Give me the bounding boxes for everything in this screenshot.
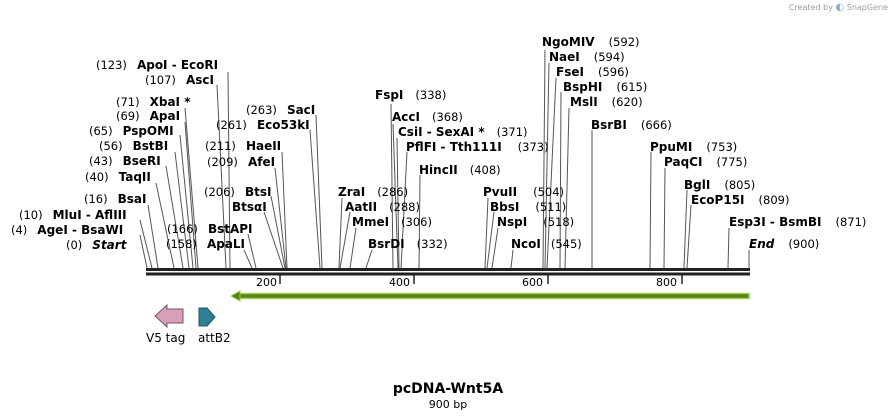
site-ppumi: PpuMI (753) xyxy=(650,140,737,154)
site-fsei: FseI (596) xyxy=(556,65,629,79)
ruler xyxy=(279,275,683,284)
site-bbsi: BbsI (511) xyxy=(490,200,566,214)
site-naei: NaeI (594) xyxy=(549,50,625,64)
site-acci: AccI (368) xyxy=(392,110,463,124)
site-ncoi: NcoI (545) xyxy=(511,237,582,251)
orf-arrow xyxy=(229,290,750,302)
site-aatii: AatII (288) xyxy=(345,200,420,214)
site-xbai: (71) XbaI * xyxy=(116,95,191,109)
site-haeii: (211) HaeII xyxy=(205,139,281,153)
v5-tag-feature xyxy=(154,303,184,329)
v5-tag-label: V5 tag xyxy=(146,331,185,345)
site-csii: CsiI - SexAI * (371) xyxy=(398,125,528,139)
site-eco53ki: (261) Eco53kI xyxy=(216,118,310,132)
site-apali: (158) ApaLI xyxy=(166,237,245,251)
site-end: End (900) xyxy=(749,237,819,251)
plasmid-length: 900 bp xyxy=(429,398,467,411)
site-asci: (107) AscI xyxy=(145,73,214,87)
site-mmei: MmeI (306) xyxy=(352,215,432,229)
site-fspi: FspI (338) xyxy=(375,88,446,102)
site-btsgi: BtsαI xyxy=(232,200,267,214)
attb2-label: attB2 xyxy=(198,331,231,345)
site-bstapi: (166) BstAPI xyxy=(167,222,253,236)
site-hincii: HincII (408) xyxy=(419,163,501,177)
dna-backbone xyxy=(146,268,750,276)
leader-lines xyxy=(139,49,750,269)
site-nspi: NspI (518) xyxy=(497,215,574,229)
site-bsrbi: BsrBI (666) xyxy=(591,118,672,132)
site-ecop15i: EcoP15I (809) xyxy=(691,193,789,207)
site-bsrdi: BsrDI (332) xyxy=(368,237,448,251)
site-start: (0) Start xyxy=(66,238,128,252)
site-pvuii: PvuII (504) xyxy=(483,185,564,199)
brand-name: SnapGene xyxy=(846,3,888,12)
site-bsphi: BspHI (615) xyxy=(563,80,647,94)
brand-prefix: Created by xyxy=(788,3,833,12)
site-apoi-ecori: (123) ApoI - EcoRI xyxy=(96,58,218,72)
site-afei: (209) AfeI xyxy=(207,155,275,169)
site-bsai: (16) BsaI xyxy=(84,192,146,206)
tick-200: 200 xyxy=(256,276,277,289)
site-apai: (69) ApaI xyxy=(116,109,180,123)
site-btsi: (206) BtsI xyxy=(204,185,271,199)
site-zrai: ZraI (286) xyxy=(338,185,408,199)
tick-600: 600 xyxy=(522,276,543,289)
site-ngomiv: NgoMIV (592) xyxy=(542,35,640,49)
site-saci: (263) SacI xyxy=(246,103,315,117)
site-agei: (4) AgeI - BsaWI xyxy=(11,223,123,237)
plasmid-title: pcDNA-Wnt5A xyxy=(393,381,504,397)
site-pflfi: PflFI - Tth111I (373) xyxy=(406,140,549,154)
site-pspomi: (65) PspOMI xyxy=(89,124,174,138)
site-mlui: (10) MluI - AflIII xyxy=(19,208,127,222)
site-paqci: PaqCI (775) xyxy=(664,155,747,169)
tick-800: 800 xyxy=(656,276,677,289)
site-bstbi: (56) BstBI xyxy=(99,139,168,153)
site-taqii: (40) TaqII xyxy=(85,170,151,184)
tick-400: 400 xyxy=(389,276,410,289)
site-bseri: (43) BseRI xyxy=(89,154,161,168)
site-esp3i: Esp3I - BsmBI (871) xyxy=(729,215,866,229)
snapgene-logo-icon: ◐ xyxy=(835,2,845,13)
site-bgli: BglI (805) xyxy=(684,178,755,192)
site-msli: MslI (620) xyxy=(570,95,643,109)
attb2-feature xyxy=(198,307,216,327)
snapgene-brand: Created by ◐ SnapGene xyxy=(789,2,888,13)
